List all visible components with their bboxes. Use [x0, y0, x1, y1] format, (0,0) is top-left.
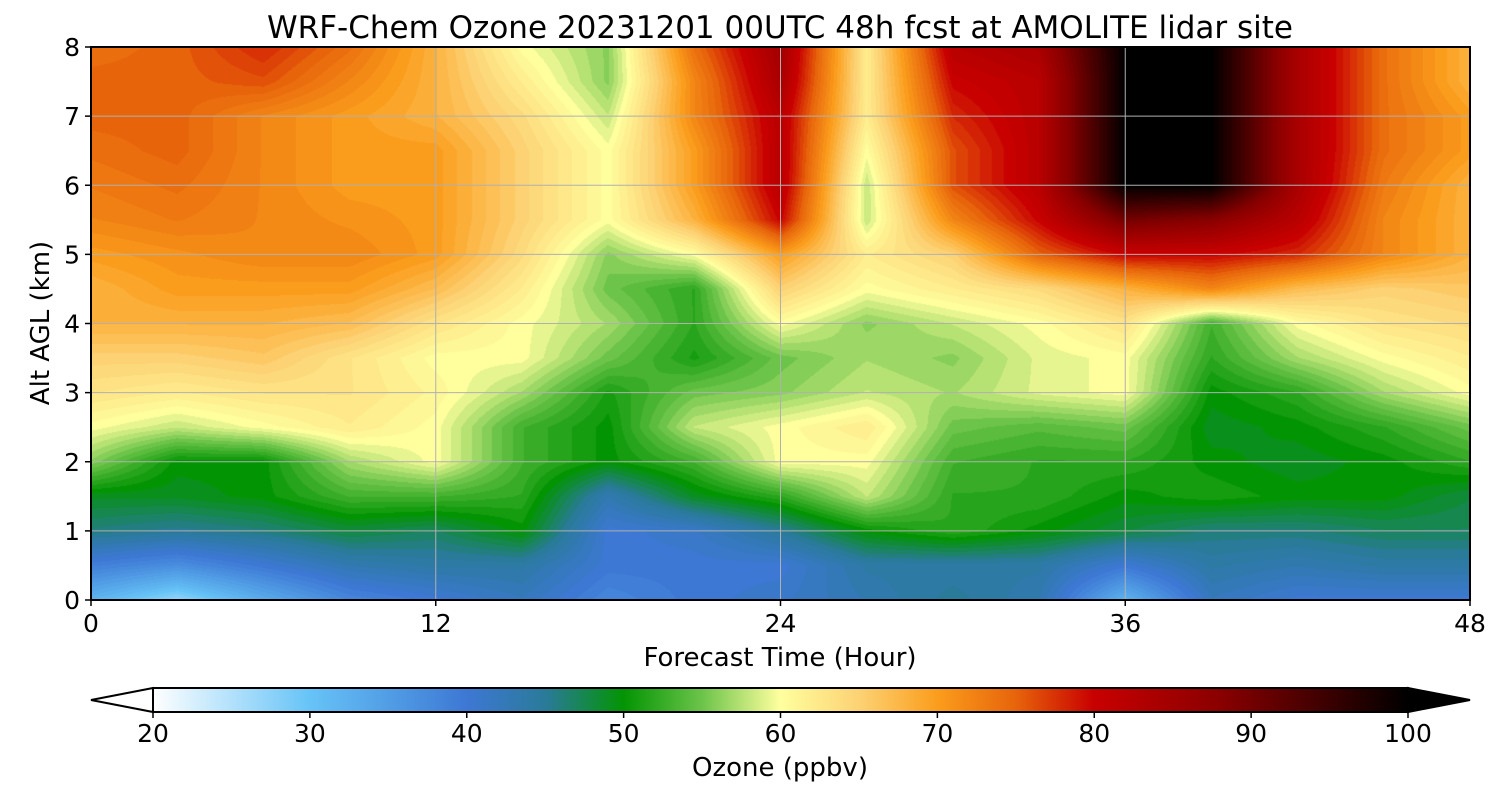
y-tick-label: 0	[64, 586, 80, 615]
colorbar-tick-label: 80	[1078, 719, 1110, 748]
y-tick-label: 5	[64, 240, 80, 269]
colorbar-label: Ozone (ppbv)	[692, 753, 868, 783]
colorbar-high-extend	[1407, 686, 1471, 714]
y-axis-label: Alt AGL (km)	[26, 241, 56, 405]
x-axis: 0 12 24 36 48	[83, 600, 1486, 638]
colorbar-tick-label: 90	[1235, 719, 1267, 748]
colorbar-tick-label: 40	[451, 719, 483, 748]
y-tick-label: 7	[64, 102, 80, 131]
heatmap-plot-area	[90, 46, 1471, 601]
y-tick-label: 1	[64, 517, 80, 546]
x-tick-label: 48	[1454, 609, 1486, 638]
colorbar-ticks: 20 30 40 50 60 70 80 90 100	[137, 712, 1432, 748]
y-tick-label: 8	[64, 33, 80, 62]
y-tick-label: 6	[64, 171, 80, 200]
x-tick-label: 12	[420, 609, 452, 638]
colorbar-tick-label: 20	[137, 719, 169, 748]
x-tick-label: 24	[765, 609, 797, 638]
colorbar-tick-label: 100	[1384, 719, 1432, 748]
y-tick-label: 2	[64, 448, 80, 477]
colorbar-tick-label: 30	[294, 719, 326, 748]
colorbar-tick-label: 60	[765, 719, 797, 748]
x-tick-label: 0	[83, 609, 99, 638]
y-tick-label: 4	[64, 310, 80, 339]
y-tick-label: 3	[64, 379, 80, 408]
colorbar-scale	[152, 687, 1409, 713]
colorbar-tick-label: 70	[921, 719, 953, 748]
x-tick-label: 36	[1109, 609, 1141, 638]
colorbar: 20 30 40 50 60 70 80 90 100 Ozone (ppbv)	[90, 686, 1471, 783]
chart-title: WRF-Chem Ozone 20231201 00UTC 48h fcst a…	[267, 10, 1293, 46]
x-axis-label: Forecast Time (Hour)	[643, 643, 916, 673]
colorbar-tick-label: 50	[608, 719, 640, 748]
colorbar-low-extend	[90, 686, 154, 714]
y-axis: 0 1 2 3 4 5 6 7 8	[64, 33, 91, 615]
